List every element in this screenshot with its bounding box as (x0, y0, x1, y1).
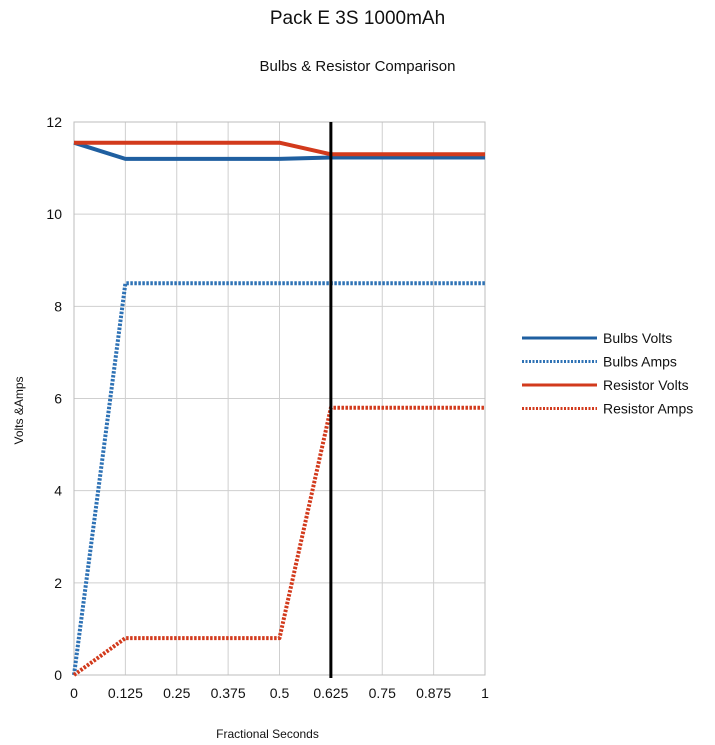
legend-label: Resistor Amps (603, 401, 693, 417)
y-tick-label: 10 (46, 206, 62, 222)
series-line-bulbs-amps (72, 281, 485, 676)
y-tick-label: 4 (54, 483, 62, 499)
legend-label: Bulbs Amps (603, 354, 677, 370)
series-layer (72, 140, 486, 677)
legend-label: Bulbs Volts (603, 330, 672, 346)
grid (73, 121, 486, 676)
x-tick-label: 0 (70, 685, 78, 701)
x-tick-label: 1 (481, 685, 489, 701)
x-tick-label: 0.125 (108, 685, 143, 701)
legend-label: Resistor Volts (603, 377, 689, 393)
y-tick-label: 2 (54, 575, 62, 591)
x-axis-label: Fractional Seconds (216, 727, 319, 741)
chart-subtitle: Bulbs & Resistor Comparison (259, 58, 456, 75)
x-tick-label: 0.5 (270, 685, 290, 701)
plot-frame (73, 121, 486, 676)
y-tick-label: 0 (54, 667, 62, 683)
y-tick-label: 12 (46, 114, 62, 130)
chart-title: Pack E 3S 1000mAh (269, 8, 446, 29)
x-tick-label: 0.75 (369, 685, 396, 701)
x-tick-label: 0.625 (313, 685, 348, 701)
y-tick-label: 6 (54, 391, 62, 407)
y-axis-label: Volts &Amps (12, 376, 26, 444)
x-tick-label: 0.375 (211, 685, 246, 701)
legend: Bulbs Volts Bulbs Amps Resistor Volts Resis… (522, 330, 693, 417)
tick-labels: 0 0.125 0.25 0.375 0.5 0.625 0.75 0.875 10246810… (46, 114, 489, 701)
x-tick-label: 0.875 (416, 685, 451, 701)
y-tick-label: 8 (54, 298, 62, 314)
x-tick-label: 0.25 (163, 685, 190, 701)
